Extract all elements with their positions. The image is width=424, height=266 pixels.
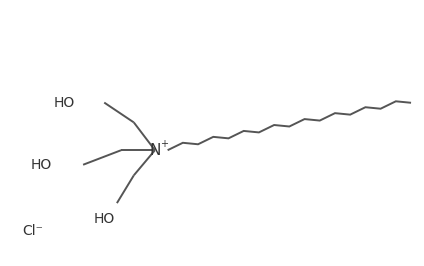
Text: HO: HO	[53, 95, 75, 110]
Text: Cl⁻: Cl⁻	[22, 224, 43, 238]
Text: +: +	[160, 139, 168, 149]
Text: HO: HO	[30, 158, 51, 172]
Text: HO: HO	[94, 212, 115, 226]
Text: N: N	[149, 143, 161, 158]
